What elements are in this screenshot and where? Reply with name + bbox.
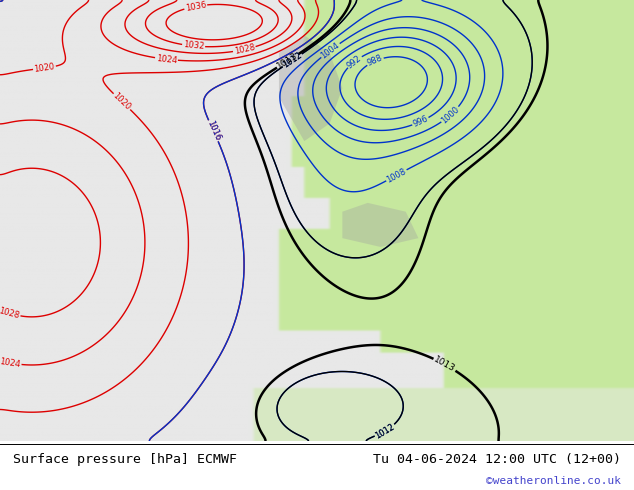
Text: 1020: 1020 (34, 62, 56, 74)
Text: 1020: 1020 (111, 91, 133, 112)
Text: 992: 992 (346, 53, 363, 70)
Text: 1016: 1016 (205, 120, 222, 142)
Text: 1013: 1013 (276, 51, 300, 71)
Text: 1016: 1016 (205, 120, 222, 142)
Text: 996: 996 (411, 114, 430, 129)
Polygon shape (279, 35, 342, 141)
Text: 1012: 1012 (281, 51, 304, 70)
Polygon shape (342, 203, 418, 247)
Text: 1024: 1024 (155, 53, 178, 65)
Text: 1028: 1028 (0, 306, 21, 320)
Text: 1000: 1000 (439, 104, 462, 125)
Text: 1012: 1012 (281, 51, 304, 70)
Text: 1024: 1024 (0, 357, 21, 369)
Text: ©weatheronline.co.uk: ©weatheronline.co.uk (486, 476, 621, 486)
Text: 1004: 1004 (320, 40, 342, 60)
Text: 1012: 1012 (373, 422, 396, 440)
Text: 988: 988 (366, 54, 384, 68)
Text: 1012: 1012 (373, 422, 396, 440)
Text: 1028: 1028 (233, 43, 256, 56)
Text: 1032: 1032 (183, 41, 205, 51)
Text: Surface pressure [hPa] ECMWF: Surface pressure [hPa] ECMWF (13, 453, 236, 466)
Text: 1013: 1013 (432, 355, 457, 374)
Text: Tu 04-06-2024 12:00 UTC (12+00): Tu 04-06-2024 12:00 UTC (12+00) (373, 453, 621, 466)
Text: 1008: 1008 (385, 166, 408, 184)
Text: 1036: 1036 (184, 0, 207, 13)
